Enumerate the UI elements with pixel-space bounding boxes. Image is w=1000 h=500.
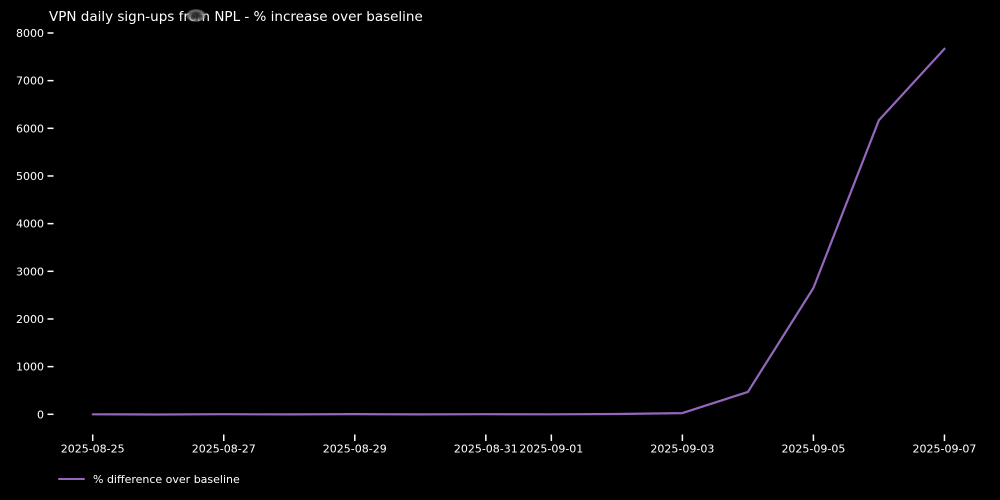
x-tick-label: 2025-09-01 bbox=[519, 443, 583, 456]
x-tick-label: 2025-09-07 bbox=[912, 443, 976, 456]
x-tick-label: 2025-08-25 bbox=[61, 443, 125, 456]
x-tick-label: 2025-08-31 bbox=[454, 443, 518, 456]
y-tick-label: 5000 bbox=[16, 170, 44, 183]
legend-line-swatch bbox=[58, 477, 85, 481]
x-tick-label: 2025-09-05 bbox=[781, 443, 845, 456]
y-tick-label: 3000 bbox=[16, 265, 44, 278]
y-tick-label: 2000 bbox=[16, 313, 44, 326]
y-tick-label: 1000 bbox=[16, 361, 44, 374]
legend: % difference over baseline bbox=[58, 470, 240, 488]
chart-title: VPN daily sign-ups from NPL - % increase… bbox=[49, 9, 423, 25]
y-tick-label: 4000 bbox=[16, 218, 44, 231]
series-line bbox=[91, 47, 946, 416]
y-tick-label: 0 bbox=[37, 408, 44, 421]
x-tick-label: 2025-08-29 bbox=[323, 443, 387, 456]
legend-label: % difference over baseline bbox=[93, 472, 240, 486]
y-tick-label: 7000 bbox=[16, 75, 44, 88]
x-tick-label: 2025-09-03 bbox=[650, 443, 714, 456]
y-tick-label: 6000 bbox=[16, 122, 44, 135]
x-tick-label: 2025-08-27 bbox=[192, 443, 256, 456]
y-tick-label: 8000 bbox=[16, 27, 44, 40]
